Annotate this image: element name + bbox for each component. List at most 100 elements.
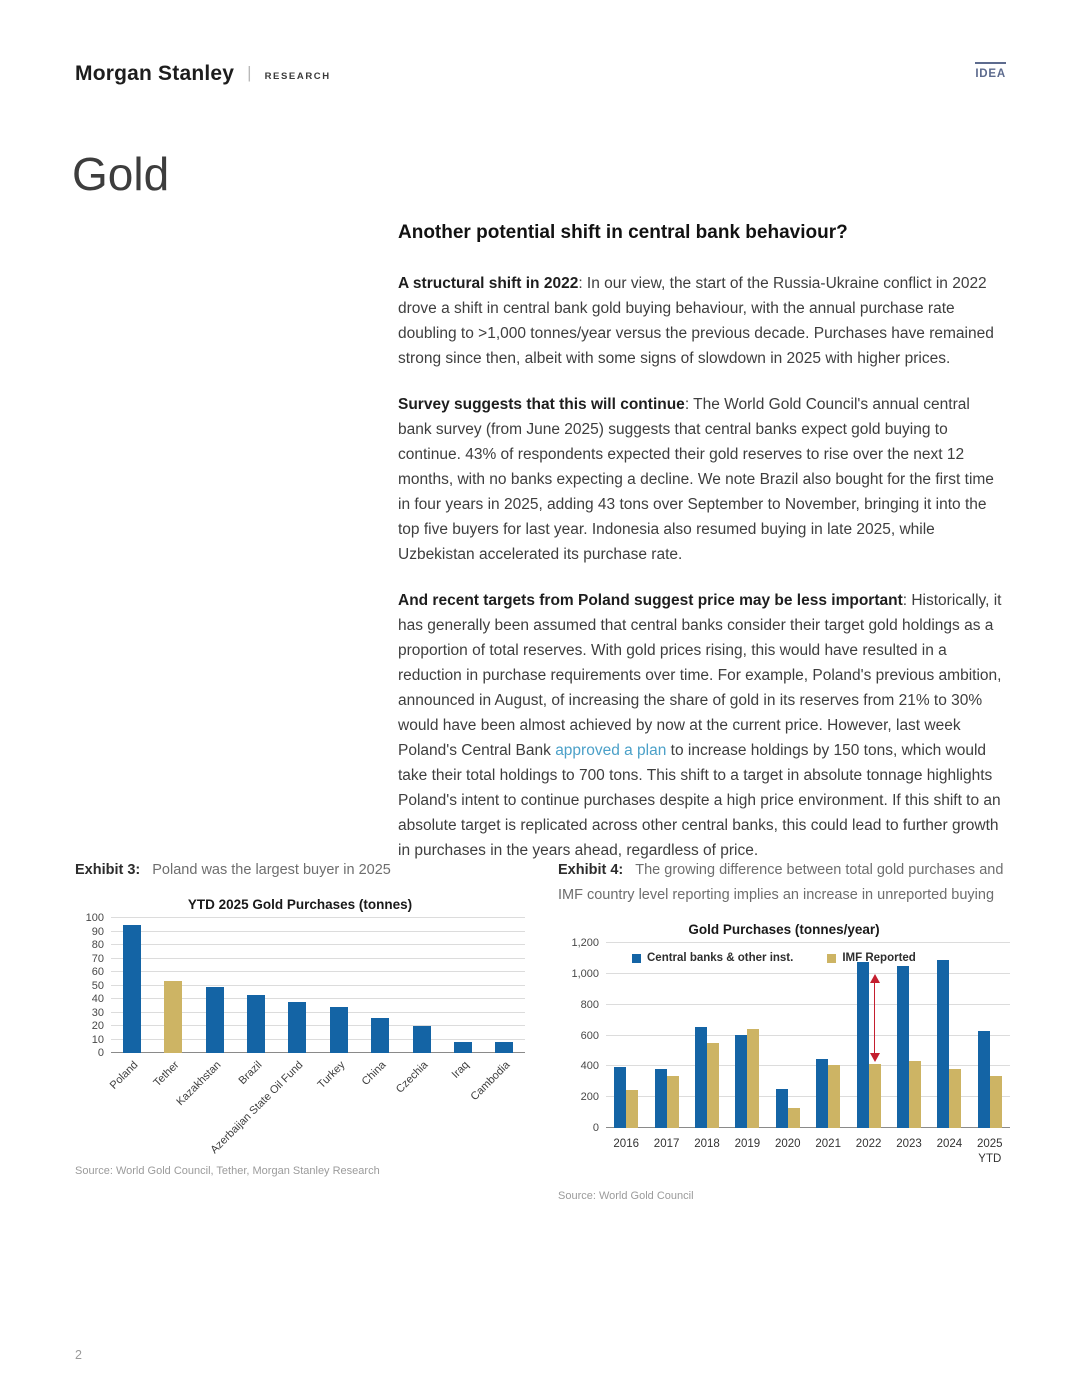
- bar-central-banks: [856, 961, 869, 1128]
- exhibit-3-caption-text: Poland was the largest buyer in 2025: [152, 862, 391, 878]
- y-tick-label: 60: [91, 966, 104, 978]
- y-tick-label: 20: [91, 1020, 104, 1032]
- bar-poland: [122, 924, 141, 1053]
- exhibit-4-label: Exhibit 4:: [558, 862, 624, 878]
- brand-divider: |: [247, 63, 252, 82]
- bar-imf-reported: [989, 1076, 1002, 1128]
- x-tick-label: 2021: [815, 1138, 841, 1150]
- morgan-stanley-logo: Morgan Stanley: [75, 62, 235, 85]
- bar-china: [371, 1017, 390, 1053]
- section-heading: Another potential shift in central bank …: [398, 222, 848, 243]
- exhibit-3: Exhibit 3: Poland was the largest buyer i…: [75, 858, 525, 1177]
- bar-central-banks: [695, 1027, 707, 1128]
- bar-imf-reported: [626, 1090, 639, 1128]
- y-tick-label: 50: [91, 979, 104, 992]
- exhibit-4-source: Source: World Gold Council: [558, 1190, 694, 1202]
- chart-legend: Central banks & other inst. IMF Reported: [632, 952, 916, 964]
- legend-swatch-icon: [827, 953, 837, 963]
- bar-central-banks: [735, 1034, 748, 1128]
- research-label: RESEARCH: [264, 71, 331, 82]
- gridline: [606, 1003, 1010, 1005]
- paragraph-lead: A structural shift in 2022: [398, 275, 579, 292]
- exhibit-3-caption: Exhibit 3: Poland was the largest buyer i…: [75, 858, 525, 883]
- bar-turkey: [329, 1007, 348, 1053]
- annotation-arrow-up-icon: [869, 973, 880, 983]
- legend-swatch-icon: [632, 953, 641, 963]
- chart-title: YTD 2025 Gold Purchases (tonnes): [187, 897, 413, 912]
- y-tick-label: 0: [97, 1047, 104, 1059]
- gridline: [606, 942, 1010, 943]
- page-number: 2: [75, 1348, 82, 1362]
- legend-item: IMF Reported: [827, 952, 916, 964]
- paragraph-body: to increase holdings by 150 tons, which …: [398, 742, 1001, 859]
- gridline: [111, 917, 525, 918]
- bar-central-banks: [614, 1067, 627, 1128]
- y-tick-label: 200: [580, 1091, 599, 1104]
- gridline: [111, 1052, 525, 1053]
- exhibit-4-caption: Exhibit 4: The growing difference between…: [558, 858, 1010, 908]
- gridline: [111, 944, 525, 945]
- exhibit4-x-axis-labels: 2016 2017 2018 2019 2020 2021 2022 2023 2024 2025…: [606, 1128, 1010, 1170]
- gridline: [111, 984, 525, 986]
- article-column: Another potential shift in central bank …: [398, 222, 1006, 884]
- x-tick-label: 2020: [775, 1138, 801, 1150]
- bar-central-banks: [937, 959, 950, 1128]
- paragraph-body: : In our view, the start of the Russia-U…: [398, 275, 994, 367]
- y-tick-label: 400: [580, 1060, 599, 1073]
- y-tick-label: 800: [580, 998, 599, 1011]
- legend-label: IMF Reported: [842, 952, 916, 964]
- gridline: [111, 1038, 525, 1040]
- x-tick-label: 2022: [855, 1138, 882, 1150]
- bar-central-banks: [654, 1069, 667, 1128]
- y-tick-label: 80: [91, 939, 104, 951]
- bar-imf-reported: [868, 1064, 881, 1128]
- y-tick-label: 1,000: [571, 967, 599, 980]
- bar-imf-reported: [828, 1064, 841, 1128]
- page-title: Gold: [72, 148, 170, 200]
- annotation-arrow-down-icon: [869, 1052, 880, 1062]
- exhibit3-chart: YTD 2025 Gold Purchases (tonnes) 0 10 20 30…: [75, 897, 525, 1159]
- annotation-arrow-line: [873, 979, 876, 1056]
- gridline: [606, 1127, 1010, 1128]
- paragraph-body: : The World Gold Council's annual centra…: [398, 396, 994, 563]
- y-tick-label: 0: [592, 1122, 599, 1134]
- gridline: [111, 957, 525, 959]
- gridline: [606, 1034, 1010, 1036]
- brand-row: Morgan Stanley | RESEARCH: [75, 62, 331, 86]
- exhibit4-chart: Gold Purchases (tonnes/year) 0 200 400 600 8…: [558, 922, 1010, 1170]
- paragraph-lead: And recent targets from Poland suggest p…: [398, 592, 903, 609]
- exhibit3-x-axis-labels: Poland Tether Kazakhstan Brazil Azerbaijan S…: [107, 1053, 525, 1159]
- bar-central-banks: [816, 1058, 829, 1128]
- gridline: [606, 972, 1010, 974]
- x-tick-label: 2025 YTD: [977, 1138, 1003, 1165]
- x-tick-label: 2018: [694, 1138, 720, 1150]
- chart-title: Gold Purchases (tonnes/year): [688, 922, 880, 937]
- y-tick-label: 40: [91, 993, 104, 1005]
- gridline: [111, 930, 525, 932]
- bar-central-banks: [897, 966, 909, 1128]
- bar-imf-reported: [909, 1060, 921, 1128]
- gridline: [606, 1096, 1010, 1098]
- gridline: [111, 1025, 525, 1026]
- bar-brazil: [246, 994, 265, 1053]
- paragraph-structural-shift: A structural shift in 2022: In our view,…: [398, 271, 1006, 371]
- bar-central-banks: [775, 1088, 788, 1128]
- y-tick-label: 100: [85, 912, 104, 924]
- x-tick-label: 2024: [936, 1138, 963, 1150]
- x-tick-label: 2019: [734, 1138, 761, 1150]
- y-tick-label: 30: [91, 1006, 104, 1019]
- y-tick-label: 90: [91, 925, 104, 938]
- bar-czechia: [412, 1026, 431, 1053]
- approved-a-plan-link[interactable]: approved a plan: [555, 742, 667, 759]
- y-tick-label: 70: [91, 952, 104, 965]
- x-tick-label: 2016: [613, 1138, 639, 1150]
- legend-item: Central banks & other inst.: [632, 952, 793, 964]
- exhibit-3-label: Exhibit 3:: [75, 862, 141, 878]
- bar-kazakhstan: [205, 986, 224, 1053]
- exhibit-4-caption-text: The growing difference between total gol…: [558, 862, 1004, 903]
- y-tick-label: 10: [91, 1033, 104, 1046]
- exhibit4-plot-area: 0 200 400 600 800 1,000 1,200 Central banks & o…: [571, 937, 1010, 1134]
- page-header: Morgan Stanley | RESEARCH IDEA: [75, 62, 1006, 86]
- exhibit-4: Exhibit 4: The growing difference between…: [558, 858, 1010, 1202]
